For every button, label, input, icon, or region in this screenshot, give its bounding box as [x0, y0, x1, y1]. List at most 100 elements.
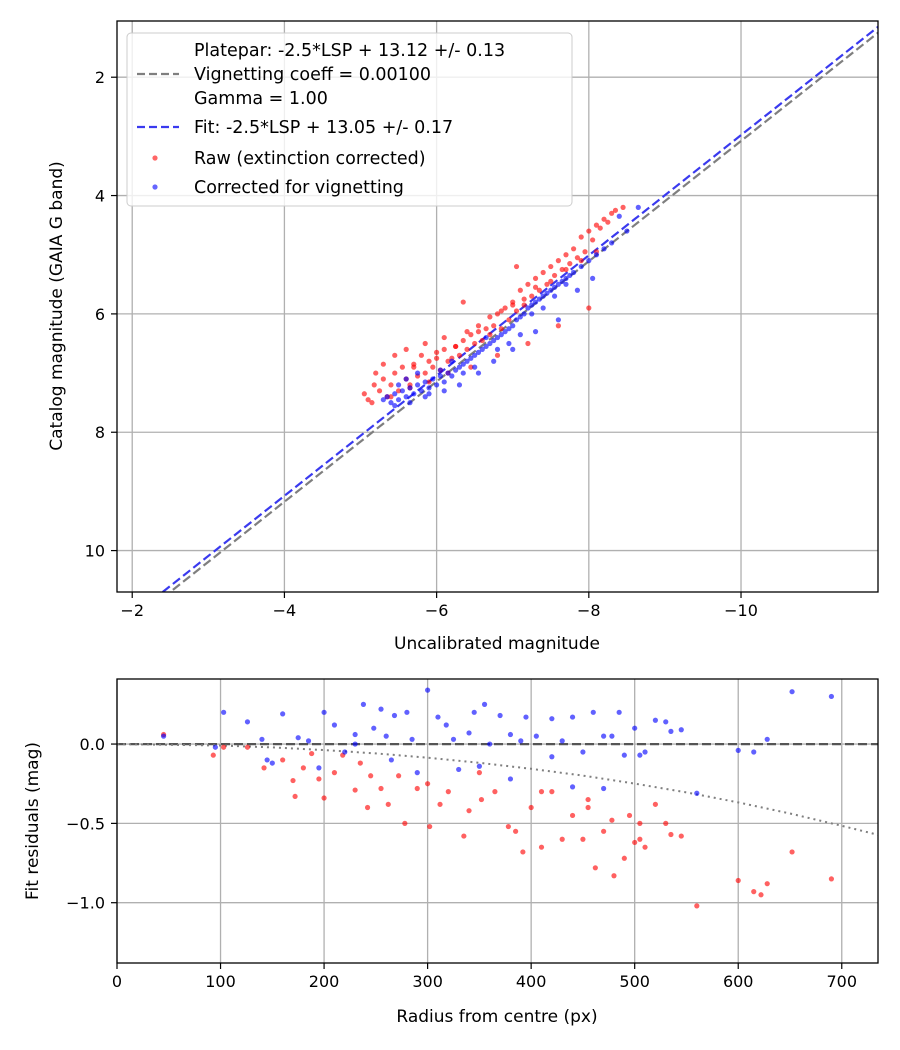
bottom-x-axis-label: Radius from centre (px) [396, 1007, 597, 1027]
bottom-point-corrected-for-vignetting [425, 687, 431, 693]
top-point-raw-extinction-corrected [612, 207, 619, 213]
top-point-corrected-for-vignetting [555, 281, 561, 287]
top-point-raw-extinction-corrected [422, 340, 428, 347]
top-point-corrected-for-vignetting [578, 263, 584, 270]
top-point-raw-extinction-corrected [494, 311, 501, 317]
top-point-raw-extinction-corrected [502, 305, 508, 311]
top-point-raw-extinction-corrected [548, 278, 554, 284]
top-y-tick-label: 10 [85, 542, 105, 561]
top-point-corrected-for-vignetting [426, 385, 432, 391]
bottom-point-corrected-for-vignetting [601, 733, 607, 739]
bottom-point-raw-extinction-corrected [538, 789, 545, 795]
bottom-point-corrected-for-vignetting [212, 744, 218, 750]
top-point-corrected-for-vignetting [449, 358, 455, 364]
bottom-point-raw-extinction-corrected [437, 801, 443, 807]
bottom-point-corrected-for-vignetting [642, 749, 648, 755]
bottom-point-corrected-for-vignetting [388, 757, 394, 763]
top-point-raw-extinction-corrected [521, 302, 527, 308]
top-point-raw-extinction-corrected [403, 346, 409, 352]
bottom-grid [116, 679, 878, 963]
bottom-point-corrected-for-vignetting [497, 712, 503, 719]
bottom-point-corrected-for-vignetting [507, 731, 514, 738]
top-point-corrected-for-vignetting [483, 334, 489, 341]
top-point-raw-extinction-corrected [380, 376, 386, 382]
top-point-raw-extinction-corrected [445, 358, 451, 364]
top-point-corrected-for-vignetting [399, 388, 405, 394]
bottom-x-tick-label: 400 [516, 972, 547, 991]
bottom-point-corrected-for-vignetting [481, 701, 488, 707]
top-point-corrected-for-vignetting [601, 246, 607, 252]
bottom-x-tick-label: 100 [205, 972, 236, 991]
bottom-point-corrected-for-vignetting [160, 733, 167, 739]
top-point-raw-extinction-corrected [586, 305, 592, 311]
bottom-point-raw-extinction-corrected [538, 844, 545, 850]
bottom-point-raw-extinction-corrected [559, 836, 565, 842]
top-point-raw-extinction-corrected [597, 225, 603, 231]
top-point-raw-extinction-corrected [380, 361, 386, 367]
top-point-raw-extinction-corrected [468, 332, 474, 338]
bottom-point-corrected-for-vignetting [632, 725, 638, 731]
bottom-point-corrected-for-vignetting [316, 765, 322, 771]
top-point-raw-extinction-corrected [441, 346, 447, 352]
top-point-corrected-for-vignetting [453, 367, 459, 373]
top-point-raw-extinction-corrected [593, 222, 600, 228]
bottom-point-raw-extinction-corrected [425, 781, 431, 787]
top-x-axis-label: Uncalibrated magnitude [394, 634, 600, 654]
top-point-raw-extinction-corrected [540, 269, 546, 276]
bottom-point-raw-extinction-corrected [414, 785, 420, 792]
top-point-raw-extinction-corrected [548, 263, 554, 270]
bottom-point-corrected-for-vignetting [435, 714, 441, 720]
top-point-corrected-for-vignetting [563, 275, 569, 281]
top-point-raw-extinction-corrected [479, 337, 485, 344]
top-point-raw-extinction-corrected [464, 346, 470, 352]
bottom-point-raw-extinction-corrected [668, 831, 674, 838]
bottom-point-raw-extinction-corrected [357, 760, 363, 766]
bottom-point-raw-extinction-corrected [244, 744, 251, 750]
bottom-point-corrected-for-vignetting [569, 714, 576, 720]
bottom-point-raw-extinction-corrected [461, 833, 467, 839]
legend-box [126, 32, 573, 207]
bottom-point-raw-extinction-corrected [621, 855, 627, 861]
top-point-raw-extinction-corrected [578, 258, 584, 264]
bottom-point-raw-extinction-corrected [549, 789, 555, 795]
top-point-raw-extinction-corrected [441, 334, 447, 341]
bottom-point-raw-extinction-corrected [364, 804, 371, 811]
top-x-tick-label: −8 [577, 601, 601, 620]
bottom-scatter-points [160, 687, 835, 909]
bottom-point-corrected-for-vignetting [244, 719, 251, 725]
bottom-point-raw-extinction-corrected [309, 750, 315, 757]
top-y-tick-label: 2 [95, 68, 105, 87]
legend-platepar-line2: Vignetting coeff = 0.00100 [194, 65, 431, 85]
top-point-corrected-for-vignetting [563, 281, 569, 287]
top-point-raw-extinction-corrected [605, 219, 611, 225]
top-point-corrected-for-vignetting [506, 340, 512, 347]
top-point-corrected-for-vignetting [559, 278, 565, 284]
bottom-point-raw-extinction-corrected [402, 820, 408, 826]
bottom-point-raw-extinction-corrected [735, 877, 741, 884]
top-point-raw-extinction-corrected [487, 314, 493, 320]
top-point-raw-extinction-corrected [460, 337, 466, 344]
bottom-axes-frame [116, 678, 879, 964]
bottom-point-raw-extinction-corrected [764, 881, 770, 887]
top-point-corrected-for-vignetting [510, 323, 516, 329]
top-point-raw-extinction-corrected [559, 266, 565, 273]
bottom-point-corrected-for-vignetting [601, 785, 607, 792]
top-point-corrected-for-vignetting [426, 391, 432, 397]
bottom-point-raw-extinction-corrected [505, 823, 511, 830]
top-point-raw-extinction-corrected [506, 317, 512, 323]
bottom-point-raw-extinction-corrected [789, 849, 795, 855]
legend-corrected-marker [152, 184, 158, 190]
top-point-raw-extinction-corrected [563, 252, 569, 258]
top-point-corrected-for-vignetting [414, 370, 421, 376]
bottom-point-corrected-for-vignetting [533, 733, 539, 739]
top-point-raw-extinction-corrected [472, 340, 478, 347]
bottom-point-corrected-for-vignetting [466, 730, 472, 736]
bottom-point-corrected-for-vignetting [259, 736, 265, 742]
bottom-point-corrected-for-vignetting [383, 733, 389, 739]
bottom-point-raw-extinction-corrected [520, 849, 526, 855]
top-point-raw-extinction-corrected [578, 234, 584, 240]
bottom-point-raw-extinction-corrected [663, 820, 669, 826]
top-point-raw-extinction-corrected [373, 370, 379, 376]
bottom-point-corrected-for-vignetting [450, 736, 457, 742]
bottom-ticks: 0 100 200 300 400 500 600 700 0.0 −0.5 −1.0 [66, 735, 857, 991]
